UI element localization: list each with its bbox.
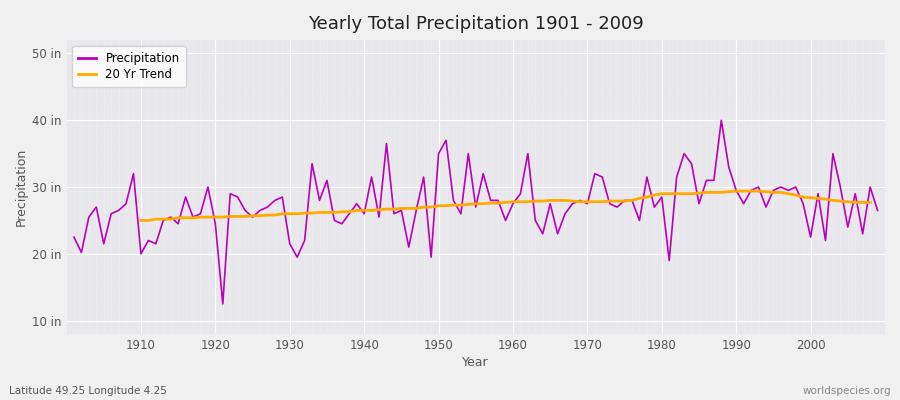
Precipitation xyxy=(604,201,615,206)
20 Yr Trend xyxy=(522,199,533,204)
Line: 20 Yr Trend: 20 Yr Trend xyxy=(141,191,870,220)
Precipitation xyxy=(218,302,229,306)
20 Yr Trend xyxy=(307,211,318,216)
Precipitation xyxy=(68,235,79,240)
Precipitation xyxy=(344,211,355,216)
20 Yr Trend xyxy=(731,189,742,194)
Text: Latitude 49.25 Longitude 4.25: Latitude 49.25 Longitude 4.25 xyxy=(9,386,166,396)
Precipitation xyxy=(515,191,526,196)
Precipitation xyxy=(128,171,139,176)
Legend: Precipitation, 20 Yr Trend: Precipitation, 20 Yr Trend xyxy=(72,46,185,87)
Line: Precipitation: Precipitation xyxy=(74,120,878,304)
Y-axis label: Precipitation: Precipitation xyxy=(15,148,28,226)
20 Yr Trend xyxy=(708,190,719,195)
Title: Yearly Total Precipitation 1901 - 2009: Yearly Total Precipitation 1901 - 2009 xyxy=(308,15,644,33)
20 Yr Trend xyxy=(359,208,370,213)
Text: worldspecies.org: worldspecies.org xyxy=(803,386,891,396)
20 Yr Trend xyxy=(500,200,511,205)
Precipitation xyxy=(872,208,883,213)
Precipitation xyxy=(299,238,310,243)
20 Yr Trend xyxy=(136,218,147,223)
Precipitation xyxy=(716,118,726,123)
20 Yr Trend xyxy=(329,210,340,215)
20 Yr Trend xyxy=(865,200,876,205)
X-axis label: Year: Year xyxy=(463,356,489,369)
Precipitation xyxy=(508,201,518,206)
